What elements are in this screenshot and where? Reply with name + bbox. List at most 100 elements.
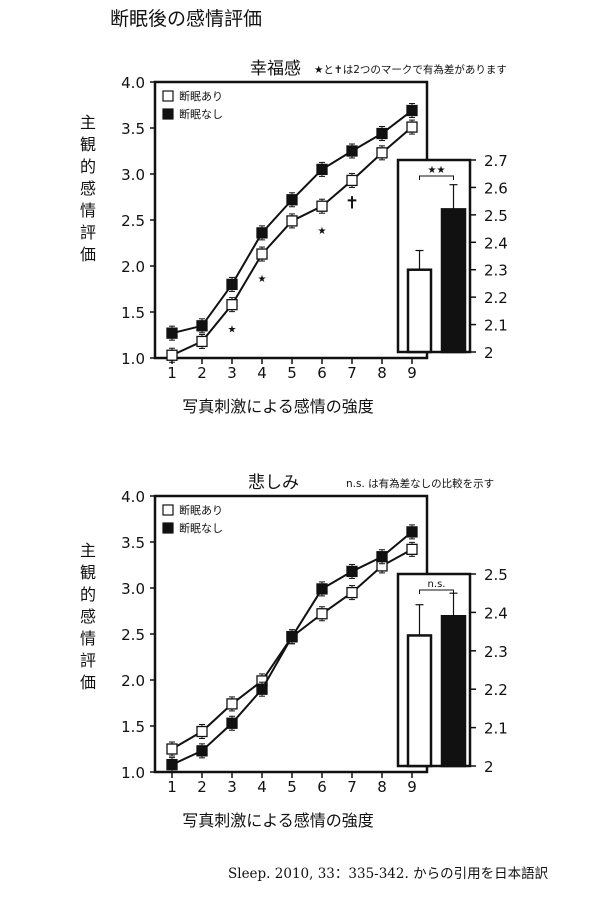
data-point (316, 163, 328, 176)
inset-y-tick-label: 2.7 (484, 152, 508, 170)
data-point (406, 526, 418, 538)
significance-mark: ★ (228, 325, 237, 336)
x-tick-label: 6 (317, 778, 327, 796)
inset-bar (406, 634, 433, 768)
data-point (376, 127, 388, 140)
legend-marker (162, 108, 174, 120)
data-point (286, 215, 298, 227)
y-axis-label: 主観的感情評価 (80, 541, 96, 692)
x-tick-label: 7 (347, 778, 357, 796)
x-tick-label: 3 (227, 364, 237, 382)
data-point (196, 335, 208, 348)
y-tick-label: 3.5 (121, 534, 145, 552)
y-tick-label: 4.0 (121, 74, 145, 92)
y-tick-label: 1.0 (121, 350, 145, 368)
x-tick-label: 3 (227, 778, 237, 796)
inset-bar (440, 208, 467, 354)
significance-mark: ★ (258, 274, 267, 285)
chart-title: 幸福感 (250, 59, 301, 79)
source-note: Sleep. 2010, 33：335-342. からの引用を日本語訳 (228, 866, 549, 882)
x-tick-label: 6 (317, 364, 327, 382)
series-line (171, 548, 413, 750)
chart-note: n.s. は有為差なしの比較を示す (346, 477, 494, 490)
legend-label: 断眠あり (179, 503, 223, 517)
inset-y-tick-label: 2.5 (484, 566, 508, 584)
data-point (226, 278, 238, 291)
data-point (346, 565, 358, 578)
inset-y-tick-label: 2.1 (484, 317, 508, 335)
x-tick-label: 5 (287, 364, 297, 382)
page-title: 断眠後の感情評価 (110, 8, 263, 30)
x-tick-label: 9 (407, 364, 417, 382)
significance-mark: ✝ (345, 193, 359, 213)
x-tick-label: 8 (377, 364, 387, 382)
series-line (171, 126, 413, 357)
y-tick-label: 3.5 (121, 120, 145, 138)
inset-y-tick-label: 2 (484, 344, 494, 362)
inset-y-tick-label: 2.4 (484, 234, 508, 252)
inset-sig-label: n.s. (428, 579, 446, 590)
inset-y-tick-label: 2.2 (484, 681, 508, 699)
inset-y-tick-label: 2.3 (484, 643, 508, 661)
series-line (171, 531, 413, 766)
data-point (316, 583, 328, 595)
data-point (256, 227, 268, 239)
chart-note: ★と✝は2つのマークで有為差があります (314, 63, 507, 76)
inset-y-tick-label: 2.3 (484, 262, 508, 280)
y-tick-label: 1.0 (121, 764, 145, 782)
data-point (166, 327, 178, 339)
data-point (346, 174, 358, 187)
y-tick-label: 3.0 (121, 166, 145, 184)
x-axis-label: 写真刺激による感情の強度 (182, 397, 374, 416)
inset-y-tick-label: 2.6 (484, 179, 508, 197)
y-tick-label: 1.5 (121, 718, 145, 736)
significance-mark: ★ (318, 226, 327, 237)
x-tick-label: 2 (197, 364, 207, 382)
data-point (376, 551, 388, 563)
data-point (256, 248, 268, 260)
data-point (286, 631, 298, 643)
data-point (316, 608, 328, 620)
x-tick-label: 5 (287, 778, 297, 796)
x-tick-label: 2 (197, 778, 207, 796)
y-tick-label: 2.0 (121, 258, 145, 276)
legend-marker (162, 522, 174, 534)
x-tick-label: 9 (407, 778, 417, 796)
inset-bar (440, 614, 467, 768)
data-point (256, 683, 268, 695)
data-point (196, 745, 208, 757)
x-axis-label: 写真刺激による感情の強度 (182, 811, 374, 830)
x-tick-label: 8 (377, 778, 387, 796)
x-tick-label: 4 (257, 778, 267, 796)
inset-y-tick-label: 2.5 (484, 207, 508, 225)
x-tick-label: 1 (167, 364, 177, 382)
data-point (316, 200, 328, 212)
data-point (406, 121, 418, 133)
data-point (166, 743, 178, 755)
y-tick-label: 1.5 (121, 304, 145, 322)
data-point (226, 298, 238, 311)
inset-sig-bracket (419, 175, 454, 180)
inset-y-tick-label: 2.1 (484, 720, 508, 738)
data-point (196, 725, 208, 738)
legend-label: 断眠なし (179, 107, 223, 121)
data-point (346, 145, 358, 157)
inset-sig-bracket (419, 589, 454, 594)
inset-sig-label: ★★ (428, 165, 446, 176)
legend-marker (162, 90, 174, 102)
data-point (346, 586, 358, 599)
y-tick-label: 4.0 (121, 488, 145, 506)
y-tick-label: 2.0 (121, 672, 145, 690)
data-point (166, 349, 178, 361)
data-point (406, 543, 418, 556)
x-tick-label: 4 (257, 364, 267, 382)
inset-y-tick-label: 2 (484, 758, 494, 776)
x-tick-label: 1 (167, 778, 177, 796)
y-axis-label: 主観的感情評価 (80, 113, 96, 264)
data-point (406, 104, 418, 117)
data-point (286, 194, 298, 206)
legend-label: 断眠なし (179, 521, 223, 535)
inset-bar (406, 268, 433, 354)
